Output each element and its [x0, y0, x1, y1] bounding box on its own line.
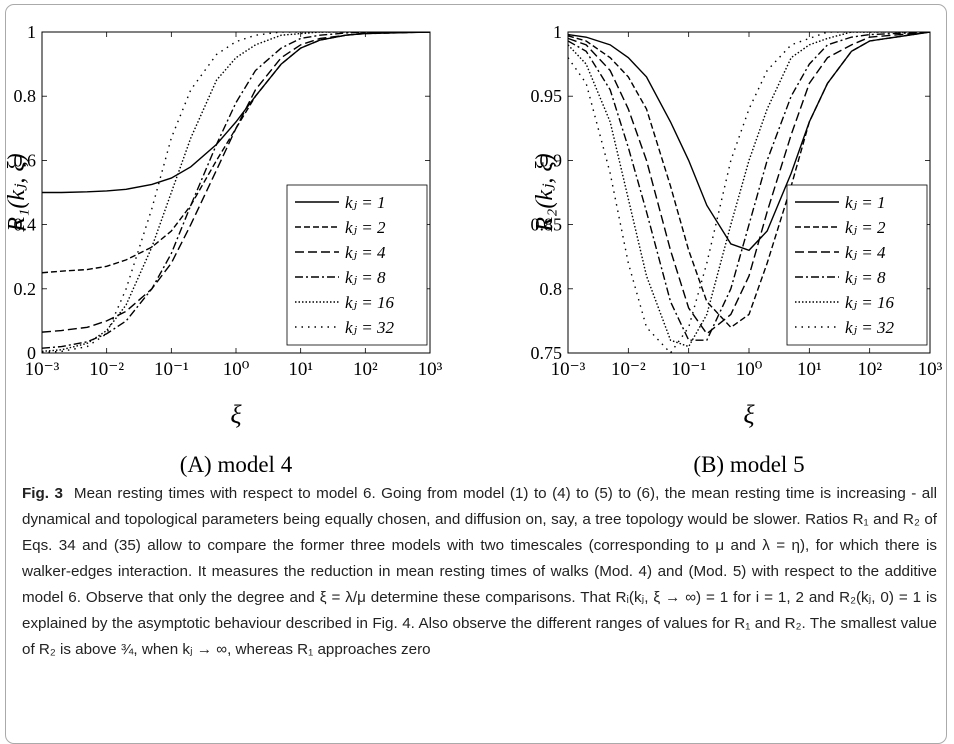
y-tick-label: 0.6 [14, 150, 37, 170]
y-tick-label: 0.85 [531, 215, 563, 235]
series-line [42, 32, 430, 349]
legend-label: kⱼ = 2 [845, 218, 886, 237]
series-line [42, 32, 430, 274]
x-tick-label: 10³ [918, 359, 943, 380]
x-tick-label: 10⁻² [611, 359, 646, 380]
x-axis-label: ξ [230, 400, 242, 429]
legend-box [286, 184, 428, 346]
x-tick-label: 10⁻¹ [154, 359, 189, 380]
legend-label: kⱼ = 4 [845, 243, 886, 262]
x-tick-label: 10³ [418, 359, 443, 380]
x-tick-label: 10⁻¹ [671, 359, 706, 380]
chart: 10⁻³ 10⁻² 10⁻¹ 10⁰ 10¹ 10² 10³ 0 0.2 0.4 0.6 0.8 1 kⱼ… [4, 22, 443, 477]
plot-frame [41, 31, 431, 354]
legend-label: kⱼ = 4 [345, 243, 386, 262]
y-tick-label: 0.8 [14, 86, 37, 106]
y-tick-label: 0.75 [531, 343, 563, 363]
x-tick-label: 10⁻³ [25, 359, 60, 380]
chart: 10⁻³ 10⁻² 10⁻¹ 10⁰ 10¹ 10² 10³ 0.75 0.8 0.85 0.9 0.… [531, 22, 943, 477]
x-tick-label: 10⁰ [736, 359, 763, 380]
x-tick-label: 10² [857, 359, 882, 380]
x-tick-label: 10¹ [797, 359, 822, 380]
caption-label: Fig. 3 [22, 485, 63, 502]
legend-label: kⱼ = 2 [345, 218, 386, 237]
legend-label: kⱼ = 16 [345, 293, 395, 312]
y-tick-label: 0.4 [14, 215, 37, 235]
legend-label: kⱼ = 8 [345, 268, 386, 287]
y-tick-label: 0.95 [531, 86, 563, 106]
y-tick-label: 1 [27, 22, 36, 42]
y-axis-label: R₁(kⱼ, ξ) [4, 153, 30, 232]
y-tick-label: 0 [27, 343, 36, 363]
series-line [568, 32, 930, 341]
x-tick-label: 10² [353, 359, 378, 380]
legend-label: kⱼ = 8 [845, 268, 886, 287]
series-line [42, 32, 430, 353]
series-line [42, 32, 430, 194]
x-tick-label: 10⁰ [223, 359, 250, 380]
series-line [568, 32, 930, 335]
x-axis-label: ξ [743, 400, 755, 429]
legend-label: kⱼ = 32 [845, 318, 895, 337]
legend-box [786, 184, 928, 346]
y-tick-label: 1 [553, 22, 562, 42]
legend-label: kⱼ = 32 [345, 318, 395, 337]
legend-label: kⱼ = 16 [845, 293, 895, 312]
chart-title: (B) model 5 [693, 452, 804, 477]
series-line [568, 32, 930, 252]
x-tick-label: 10⁻² [89, 359, 124, 380]
caption: Fig. 3 Mean resting times with respect t… [22, 481, 937, 663]
y-tick-label: 0.9 [540, 150, 563, 170]
series-line [42, 32, 430, 333]
legend-label: kⱼ = 1 [845, 193, 886, 212]
legend-label: kⱼ = 1 [345, 193, 386, 212]
series-line [42, 32, 430, 353]
y-tick-label: 0.2 [14, 279, 37, 299]
x-tick-label: 10⁻³ [551, 359, 586, 380]
x-tick-label: 10¹ [288, 359, 313, 380]
y-tick-label: 0.8 [540, 279, 563, 299]
caption-text: Mean resting times with respect to model… [22, 485, 937, 658]
plot-frame [567, 31, 931, 354]
series-line [568, 32, 930, 329]
y-axis-label: R₂(kⱼ, ξ) [532, 153, 558, 232]
page: {"chart_data": [ {"type": "line", "title… [4, 4, 947, 744]
figure: 10⁻³ 10⁻² 10⁻¹ 10⁰ 10¹ 10² 10³ 0 0.2 0.4 0.6 0.8 1 kⱼ… [4, 22, 943, 477]
chart-title: (A) model 4 [180, 452, 293, 477]
